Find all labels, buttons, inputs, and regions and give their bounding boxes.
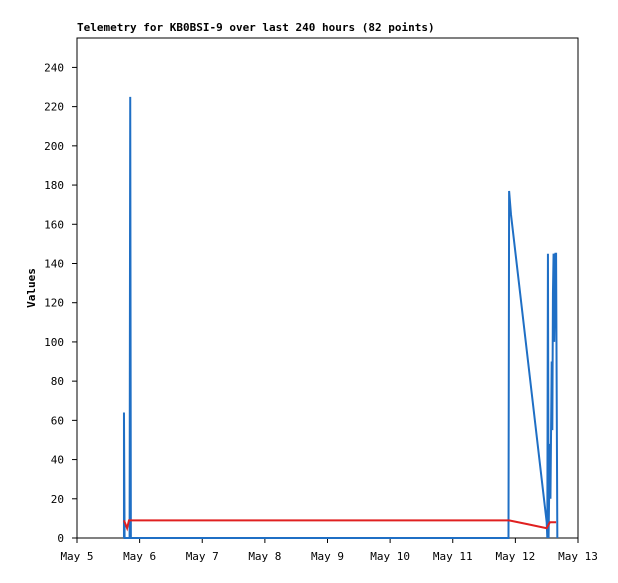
y-tick-label: 140 — [44, 257, 64, 270]
series-line — [122, 96, 559, 539]
y-axis-label: Values — [25, 268, 38, 308]
x-tick-label: May 11 — [433, 550, 473, 563]
y-tick-label: 120 — [44, 297, 64, 310]
y-tick-label: 60 — [51, 414, 64, 427]
y-tick-label: 20 — [51, 493, 64, 506]
x-tick-label: May 9 — [311, 550, 344, 563]
y-tick-label: 100 — [44, 336, 64, 349]
x-tick-label: May 12 — [496, 550, 536, 563]
series-line — [123, 519, 557, 532]
y-tick-label: 40 — [51, 454, 64, 467]
y-tick-label: 0 — [57, 532, 64, 545]
y-tick-label: 240 — [44, 61, 64, 74]
x-tick-label: May 5 — [60, 550, 93, 563]
y-tick-label: 220 — [44, 101, 64, 114]
y-tick-label: 180 — [44, 179, 64, 192]
y-tick-label: 80 — [51, 375, 64, 388]
x-tick-label: May 7 — [186, 550, 219, 563]
x-tick-label: May 10 — [370, 550, 410, 563]
x-tick-label: May 13 — [558, 550, 598, 563]
x-tick-label: May 8 — [248, 550, 281, 563]
x-tick-label: May 6 — [123, 550, 156, 563]
y-tick-label: 160 — [44, 218, 64, 231]
y-tick-label: 200 — [44, 140, 64, 153]
plot-frame — [76, 37, 579, 539]
chart-title: Telemetry for KB0BSI-9 over last 240 hou… — [77, 21, 435, 34]
